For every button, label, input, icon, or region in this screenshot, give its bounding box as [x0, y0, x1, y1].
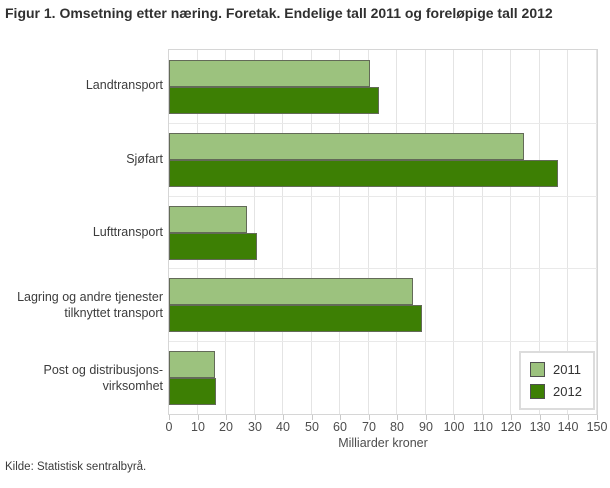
plot-area	[168, 49, 598, 415]
legend-item-2012: 2012	[530, 384, 593, 399]
x-tick-label-20: 20	[219, 420, 233, 434]
legend-label-2012: 2012	[553, 384, 582, 399]
bar-2011-3	[169, 206, 247, 233]
gridline-y-4	[169, 341, 597, 342]
x-axis-title: Milliarder kroner	[338, 436, 428, 450]
bar-2012-4	[169, 305, 422, 332]
x-tick-label-130: 130	[529, 420, 551, 434]
gridline-y-2	[169, 196, 597, 197]
x-tick-30	[255, 415, 256, 420]
category-label-1: Landtransport	[85, 78, 163, 93]
gridline-x-120	[510, 50, 512, 414]
bar-2011-4	[169, 278, 413, 305]
gridline-y-3	[169, 268, 597, 269]
x-tick-120	[511, 415, 512, 420]
legend-label-2011: 2011	[553, 362, 581, 377]
bar-2012-1	[169, 87, 379, 114]
x-tick-130	[540, 415, 541, 420]
x-tick-label-60: 60	[333, 420, 347, 434]
x-tick-40	[283, 415, 284, 420]
category-label-4: Lagring og andre tjenester tilknyttet tr…	[17, 289, 163, 321]
gridline-x-70	[367, 50, 369, 414]
gridline-x-40	[282, 50, 284, 414]
x-tick-70	[369, 415, 370, 420]
source-note: Kilde: Statistisk sentralbyrå.	[5, 461, 147, 473]
gridline-x-60	[339, 50, 341, 414]
gridline-x-150	[596, 50, 597, 414]
gridline-x-110	[481, 50, 483, 414]
legend-item-2011: 2011	[530, 362, 593, 377]
x-tick-20	[226, 415, 227, 420]
x-tick-label-40: 40	[276, 420, 290, 434]
bar-2011-2	[169, 133, 524, 160]
gridline-x-90	[424, 50, 426, 414]
legend-swatch-2012	[530, 384, 545, 399]
category-label-5: Post og distribusjons- virksomhet	[43, 363, 163, 394]
gridline-x-50	[310, 50, 312, 414]
legend-swatch-2011	[530, 362, 545, 377]
chart-title: Figur 1. Omsetning etter næring. Foretak…	[5, 5, 553, 21]
x-tick-label-120: 120	[500, 420, 522, 434]
gridline-x-30	[253, 50, 255, 414]
bar-2012-3	[169, 233, 257, 260]
x-tick-60	[340, 415, 341, 420]
gridline-x-80	[396, 50, 398, 414]
gridline-x-100	[453, 50, 455, 414]
x-tick-label-100: 100	[443, 420, 465, 434]
x-tick-80	[397, 415, 398, 420]
x-tick-label-50: 50	[305, 420, 319, 434]
gridline-x-130	[538, 50, 540, 414]
x-tick-label-70: 70	[362, 420, 376, 434]
x-tick-150	[597, 415, 598, 420]
x-tick-label-10: 10	[191, 420, 205, 434]
bar-2012-5	[169, 378, 216, 405]
x-tick-90	[426, 415, 427, 420]
x-tick-label-90: 90	[419, 420, 433, 434]
bar-2011-1	[169, 60, 370, 87]
x-tick-100	[454, 415, 455, 420]
x-tick-label-30: 30	[248, 420, 262, 434]
x-tick-0	[169, 415, 170, 420]
gridline-y-1	[169, 123, 597, 124]
x-tick-110	[483, 415, 484, 420]
bar-2012-2	[169, 160, 558, 187]
category-label-3: Lufttransport	[92, 224, 163, 239]
x-tick-label-0: 0	[165, 420, 173, 434]
category-label-2: Sjøfart	[126, 151, 163, 166]
x-tick-label-150: 150	[586, 420, 608, 434]
x-tick-140	[568, 415, 569, 420]
legend: 2011 2012	[519, 351, 595, 410]
x-tick-label-110: 110	[473, 420, 493, 434]
bar-2011-5	[169, 351, 215, 378]
x-tick-label-80: 80	[390, 420, 404, 434]
gridline-x-140	[567, 50, 569, 414]
x-tick-label-140: 140	[557, 420, 579, 434]
x-tick-10	[198, 415, 199, 420]
x-tick-50	[312, 415, 313, 420]
